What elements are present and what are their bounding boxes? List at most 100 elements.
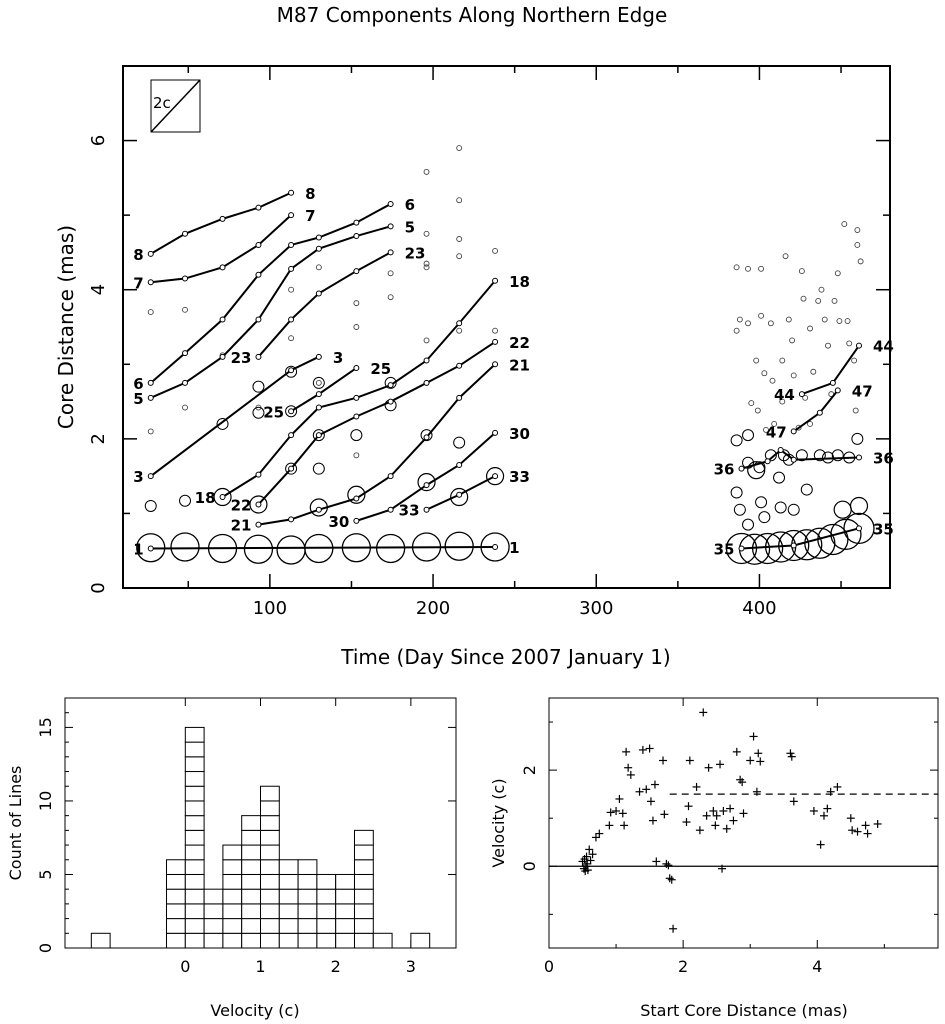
histogram-bar-cell [184, 756, 205, 773]
histogram-bar-cell [184, 800, 205, 817]
component-point [285, 462, 298, 475]
track-point [855, 342, 862, 349]
component-point [350, 429, 363, 442]
vel-x-tick-label: 0 [544, 957, 554, 976]
track-label-end: 6 [405, 196, 415, 214]
velocity-point-marker [756, 757, 765, 766]
velocity-point-marker [595, 829, 604, 838]
velocity-point-marker [746, 756, 755, 765]
velocity-point-marker [738, 778, 747, 787]
histogram-bar-cell [166, 888, 186, 905]
velocity-point-marker [873, 819, 882, 828]
velocity-point-marker [586, 856, 595, 865]
component-point-small [423, 230, 430, 237]
velocity-point-marker [718, 864, 727, 873]
track-label-start: 22 [231, 496, 252, 514]
velocity-point-marker [704, 763, 713, 772]
track-point [387, 223, 394, 230]
core-component-point [170, 532, 200, 562]
component-point-small [800, 295, 807, 302]
histogram-bar-cell [241, 829, 261, 846]
velocity-point-marker [754, 749, 763, 758]
component-point [758, 511, 771, 524]
track-point [315, 290, 322, 297]
track-point [353, 219, 360, 226]
velocity-point-marker [729, 816, 738, 825]
component-point-small [182, 306, 188, 313]
track-point [255, 501, 262, 508]
track-point [387, 200, 394, 207]
histogram-bar-cell [260, 932, 280, 949]
track-point [456, 461, 463, 468]
track-point [255, 316, 262, 323]
histogram-y-axis-label: Count of Lines [6, 766, 25, 881]
component-point-small [758, 312, 765, 319]
track-point [423, 357, 430, 364]
component-point [795, 449, 808, 462]
component-track-5 [150, 225, 391, 399]
track-point [492, 277, 499, 284]
histogram-bar-cell [222, 859, 243, 875]
velocity-point-marker [685, 756, 694, 765]
component-point-small [782, 253, 789, 260]
component-point-small [423, 168, 430, 175]
component-point-large [417, 473, 436, 492]
track-label-start: 25 [263, 403, 284, 421]
track-point [855, 525, 862, 532]
histogram-bar-cell [278, 873, 299, 890]
histogram-bar-cell [278, 918, 299, 934]
track-point [738, 545, 745, 552]
histogram-bar-cell [222, 918, 243, 934]
component-track-8 [150, 191, 292, 255]
component-point-small [790, 372, 797, 379]
velocity-point-marker [711, 821, 720, 830]
x-tick-label: 200 [416, 598, 450, 619]
velocity-point-marker [585, 845, 594, 854]
track-point [456, 394, 463, 401]
track-point [353, 233, 360, 240]
component-point [453, 436, 466, 449]
track-point [829, 379, 836, 386]
vel-x-tick-label: 4 [812, 957, 822, 976]
histogram-bar-cell [353, 932, 374, 949]
component-point-small [798, 268, 805, 275]
component-point-large [833, 500, 852, 519]
velocity-point-marker [684, 802, 693, 811]
track-point [255, 471, 262, 478]
histogram-bar-cell [410, 932, 431, 949]
component-point-small [353, 324, 360, 330]
component-track-21 [258, 363, 496, 526]
histogram-bar-cell [184, 815, 205, 831]
velocity-point-marker [861, 821, 870, 830]
x-tick-label: 400 [742, 598, 776, 619]
track-point [738, 465, 745, 472]
component-point [730, 486, 743, 499]
velocity-x-axis-label: Start Core Distance (mas) [640, 1001, 848, 1020]
track-point [255, 204, 262, 211]
component-point-small [423, 260, 430, 267]
component-point-small [387, 294, 394, 301]
histogram-bar-cell [353, 829, 374, 846]
histogram-bar-cell [222, 873, 243, 890]
component-point [742, 518, 755, 531]
hist-x-tick-label: 3 [406, 957, 416, 976]
histogram-x-axis-label: Velocity (c) [210, 1001, 299, 1020]
track-label-end: 33 [509, 468, 530, 486]
main-tick-labels: 100 200 300 400 0 2 4 6 [88, 135, 777, 619]
component-point-small [810, 368, 817, 375]
component-point-large [213, 487, 232, 507]
track-point [182, 350, 189, 357]
histogram-bar-cell [297, 932, 318, 949]
component-point [773, 471, 786, 484]
velocity-point-marker [739, 809, 748, 818]
hist-y-tick-label: 5 [36, 869, 55, 879]
histogram-bar-cell [184, 888, 205, 905]
histogram-bar-cell [260, 800, 280, 817]
velocity-scale-box [150, 79, 201, 133]
track-label-start: 47 [766, 423, 787, 441]
component-point [800, 483, 813, 496]
component-point-small [387, 270, 394, 277]
component-point [813, 449, 826, 462]
velocity-point-marker [732, 747, 741, 756]
